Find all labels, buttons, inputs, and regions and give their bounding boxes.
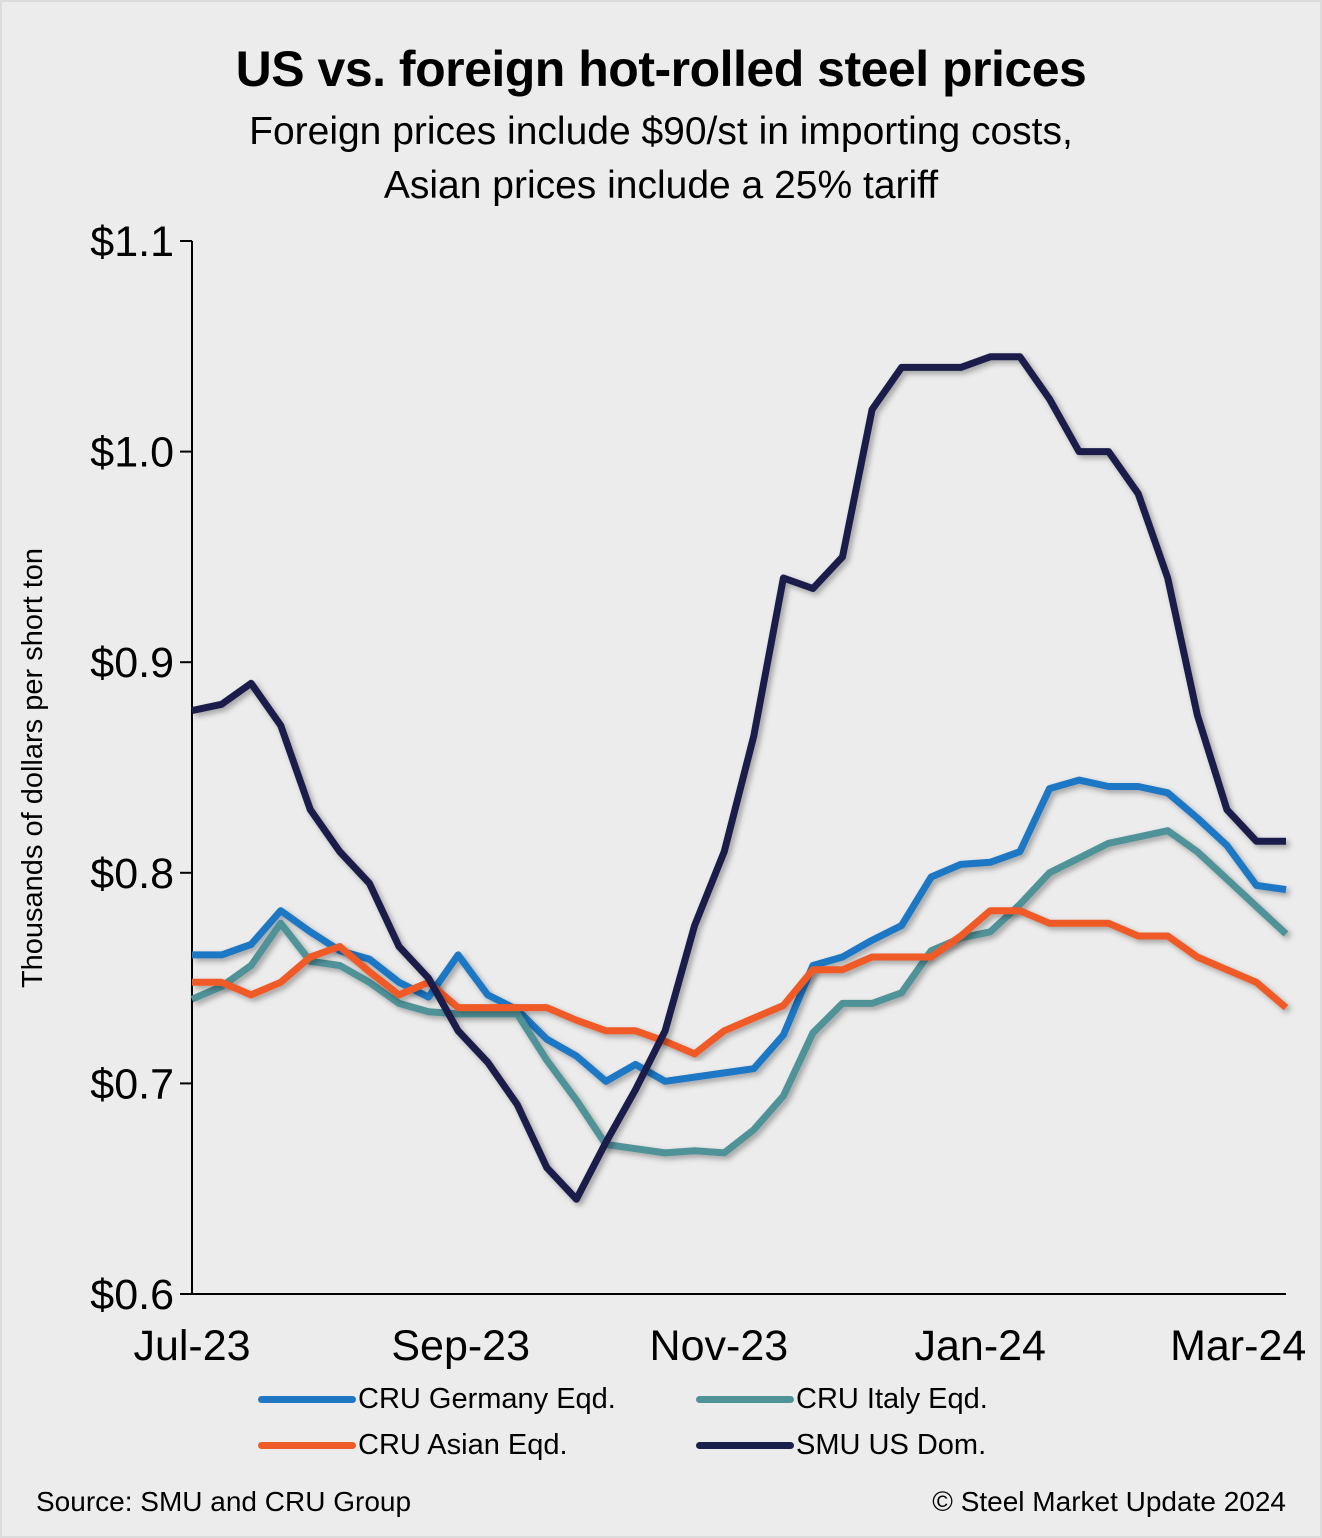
y-tick-label: $1.0 <box>90 429 174 477</box>
source-note: Source: SMU and CRU Group <box>36 1486 412 1517</box>
chart-title: US vs. foreign hot-rolled steel prices <box>235 41 1087 97</box>
chart-subtitle-line-1: Foreign prices include $90/st in importi… <box>249 110 1073 153</box>
chart-subtitle-line-2: Asian prices include a 25% tariff <box>383 164 939 207</box>
y-axis-label: Thousands of dollars per short ton <box>17 548 49 988</box>
legend-item-cru-germany-eqd: CRU Germany Eqd. <box>258 1383 616 1416</box>
series-line-cru-germany-eqd <box>192 776 1287 1085</box>
legend-item-cru-asian-eqd: CRU Asian Eqd. <box>258 1429 568 1462</box>
x-tick-label: Nov-23 <box>650 1322 789 1370</box>
series-line-smu-us-dom <box>191 353 1286 1203</box>
y-tick-label: $1.1 <box>90 218 174 266</box>
y-tick-label: $0.8 <box>90 850 174 898</box>
legend-swatch <box>258 1396 356 1403</box>
x-tick-label: Jul-23 <box>133 1322 250 1370</box>
x-tick-label: Mar-24 <box>1170 1322 1306 1370</box>
y-tick-label: $0.6 <box>90 1271 174 1319</box>
copyright-note: © Steel Market Update 2024 <box>932 1486 1286 1517</box>
legend-swatch <box>696 1396 794 1403</box>
legend-label: SMU US Dom. <box>796 1429 987 1461</box>
y-tick-label: $0.7 <box>90 1060 174 1108</box>
series-line-cru-asian-eqd <box>192 907 1289 1058</box>
legend-item-smu-us-dom: SMU US Dom. <box>696 1429 986 1462</box>
y-tick-label: $0.9 <box>90 639 174 687</box>
legend-swatch <box>258 1442 356 1449</box>
legend-item-cru-italy-eqd: CRU Italy Eqd. <box>696 1383 988 1416</box>
legend-label: CRU Italy Eqd. <box>796 1383 988 1415</box>
legend-label: CRU Asian Eqd. <box>358 1429 568 1461</box>
series-line-cru-italy-eqd <box>190 827 1289 1157</box>
x-tick-label: Jan-24 <box>914 1322 1045 1370</box>
x-tick-label: Sep-23 <box>391 1322 530 1370</box>
legend-label: CRU Germany Eqd. <box>358 1383 616 1415</box>
legend-swatch <box>696 1442 794 1449</box>
